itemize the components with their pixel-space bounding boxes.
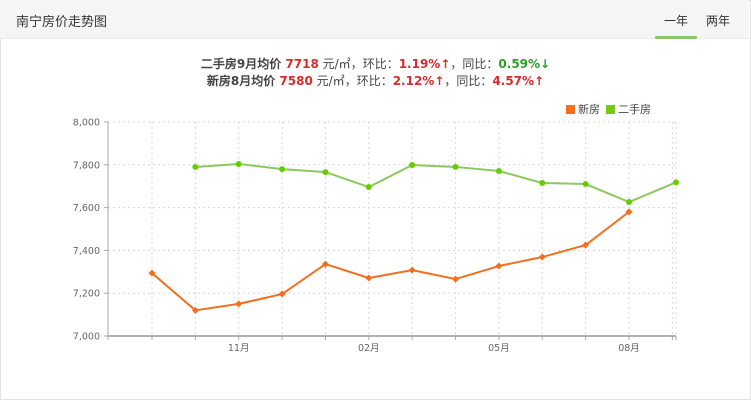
new-mom-value: 2.12%↑	[392, 74, 445, 88]
chart-legend: 新房 二手房	[566, 101, 657, 117]
data-point-new[interactable]	[582, 241, 590, 249]
resale-label: 二手房9月均价	[200, 57, 286, 71]
data-point-new[interactable]	[408, 266, 416, 274]
x-axis-label: 02月	[358, 343, 380, 354]
resale-summary-line: 二手房9月均价 7718 元/㎡，环比：1.19%↑，同比：0.59%↓	[0, 56, 751, 73]
data-point-new[interactable]	[148, 269, 156, 277]
data-point-resale[interactable]	[582, 181, 589, 188]
y-axis-label: 8,000	[73, 118, 100, 129]
resale-yoy-value: 0.59%↓	[498, 57, 551, 71]
series-line-resale	[195, 162, 677, 204]
data-point-resale[interactable]	[322, 169, 329, 176]
data-point-new[interactable]	[191, 306, 199, 314]
new-yoy-value: 4.57%↑	[492, 74, 545, 88]
y-axis-label: 7,000	[73, 332, 100, 343]
data-point-new[interactable]	[365, 274, 373, 282]
legend-swatch-new	[566, 104, 575, 114]
x-axis-label: 05月	[488, 343, 510, 354]
range-tabs: 一年 两年	[654, 0, 739, 39]
y-axis-label: 7,200	[73, 289, 100, 300]
panel-header: 南宁房价走势图 一年 两年	[0, 0, 749, 39]
data-point-new[interactable]	[235, 300, 243, 308]
new-summary-line: 新房8月均价 7580 元/㎡，环比：2.12%↑，同比：4.57%↑	[0, 73, 751, 90]
new-price: 7580	[279, 74, 313, 88]
data-point-resale[interactable]	[235, 160, 242, 167]
data-point-resale[interactable]	[539, 179, 546, 186]
y-axis-label: 7,800	[73, 160, 100, 171]
data-point-resale[interactable]	[495, 168, 502, 175]
new-mom-label: ，环比：	[344, 74, 393, 88]
data-point-resale[interactable]	[673, 179, 679, 186]
resale-mom-label: ，环比：	[350, 57, 399, 71]
resale-unit: 元/㎡	[318, 57, 351, 71]
new-yoy-label: ，同比：	[444, 74, 493, 88]
new-unit: 元/㎡	[312, 74, 345, 88]
tab-two-years[interactable]: 两年	[705, 14, 730, 28]
data-point-new[interactable]	[625, 208, 633, 216]
data-point-new[interactable]	[278, 290, 286, 298]
y-axis-label: 7,600	[73, 203, 100, 214]
resale-mom-value: 1.19%↑	[398, 57, 451, 71]
series-line-new	[151, 211, 630, 312]
price-summary: 二手房9月均价 7718 元/㎡，环比：1.19%↑，同比：0.59%↓ 新房8…	[0, 56, 751, 90]
new-label: 新房8月均价	[206, 74, 280, 88]
y-axis-label: 7,400	[73, 246, 100, 257]
data-point-resale[interactable]	[279, 166, 286, 173]
data-point-new[interactable]	[495, 262, 503, 270]
legend-item-new[interactable]: 新房	[566, 101, 600, 117]
legend-item-resale[interactable]: 二手房	[606, 101, 651, 117]
legend-swatch-resale	[606, 104, 615, 114]
x-axis-label: 08月	[618, 343, 640, 354]
data-point-new[interactable]	[452, 275, 460, 283]
resale-price: 7718	[285, 57, 319, 71]
data-point-new[interactable]	[321, 260, 329, 268]
legend-label-resale: 二手房	[618, 103, 651, 116]
legend-label-new: 新房	[578, 103, 600, 116]
tab-one-year[interactable]: 一年	[654, 0, 697, 39]
data-point-resale[interactable]	[365, 184, 372, 191]
data-point-resale[interactable]	[452, 163, 459, 170]
data-point-new[interactable]	[538, 253, 546, 261]
x-axis-label: 11月	[228, 343, 250, 354]
data-point-resale[interactable]	[192, 163, 199, 170]
data-point-resale[interactable]	[626, 199, 632, 206]
resale-yoy-label: ，同比：	[450, 57, 499, 71]
data-point-resale[interactable]	[409, 162, 416, 169]
panel-title: 南宁房价走势图	[16, 15, 108, 30]
